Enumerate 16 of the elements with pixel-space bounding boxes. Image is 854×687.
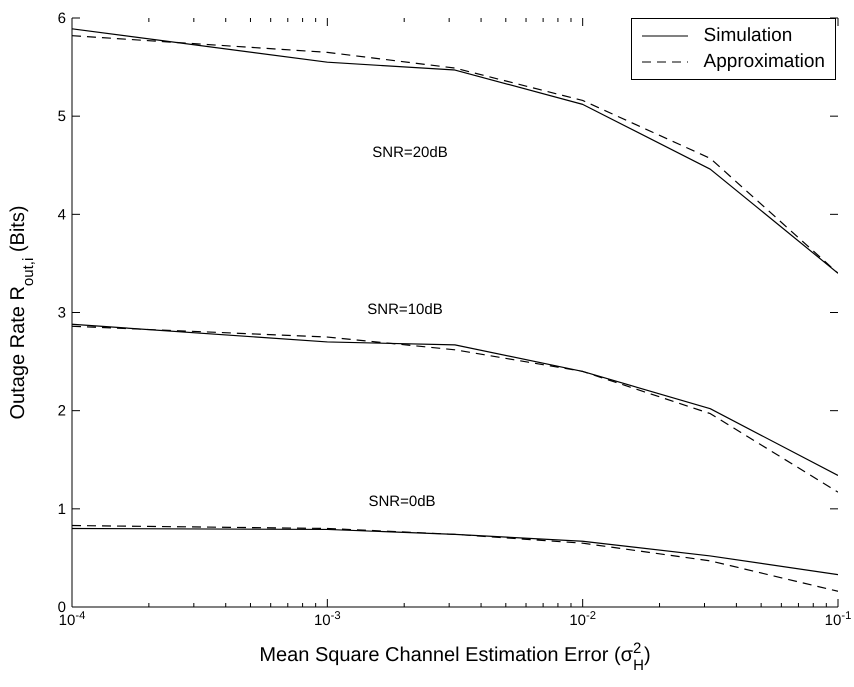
y-tick-label: 1 [58,500,66,518]
y-tick-label: 2 [58,402,66,420]
annotation: SNR=10dB [367,300,443,318]
y-tick-label: 5 [58,108,66,126]
x-tick-label: 10$^{-3}$ [314,610,341,629]
y-tick-label: 6 [58,10,66,27]
legend-label: Approximation [704,51,825,73]
x-tick-label: 10$^{-1}$ [824,610,852,629]
annotation: SNR=0dB [368,492,436,510]
annotation: SNR=20dB [372,144,448,161]
legend-label: Simulation [704,25,792,47]
x-axis-title: Mean Square Channel Estimation Error (σ$^{2}$$_{H}$) [259,640,651,674]
y-tick-label: 0 [58,599,66,616]
y-tick-label: 4 [58,206,66,224]
y-tick-label: 3 [58,304,66,322]
x-tick-label: 10$^{-2}$ [569,610,596,629]
